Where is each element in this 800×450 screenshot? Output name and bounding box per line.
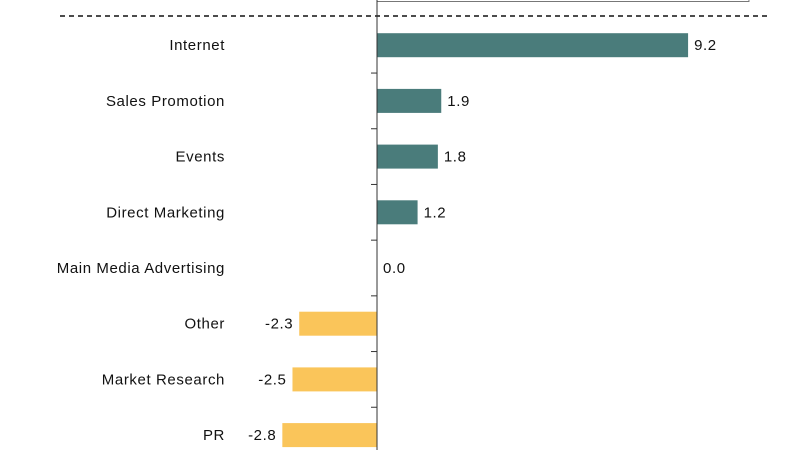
bar [377,88,442,113]
category-label: Market Research [102,371,225,388]
value-label: 1.8 [444,149,467,166]
value-label: 1.9 [447,93,470,110]
bar [376,0,750,2]
bar [299,311,378,336]
bar [377,33,689,58]
category-label: Internet [169,37,225,54]
bar [282,423,378,448]
value-label: -2.8 [248,427,276,444]
category-label: Sales Promotion [106,93,225,110]
bar [377,144,438,169]
value-label: -2.3 [265,316,293,333]
value-label: -2.5 [258,371,286,388]
bar [292,367,378,392]
category-label: Direct Marketing [106,204,225,221]
category-label: Events [176,149,225,166]
category-label: Other [184,316,225,333]
value-label: 0.0 [383,260,406,277]
value-label: 9.2 [694,37,717,54]
bar [377,200,418,225]
value-label: 1.2 [424,204,447,221]
category-label: PR [203,427,225,444]
category-label: Main Media Advertising [57,260,225,277]
